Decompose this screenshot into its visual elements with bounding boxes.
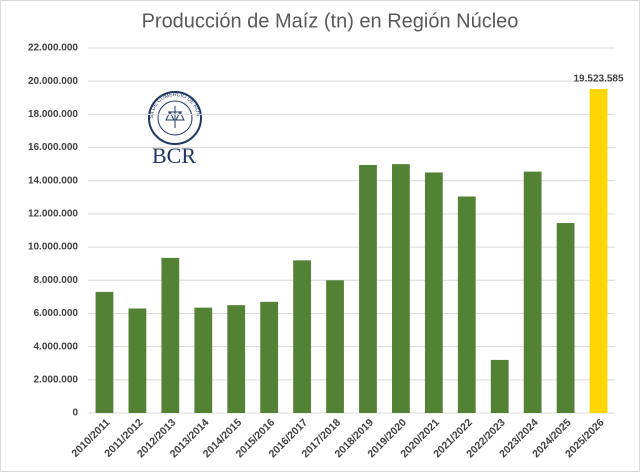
bar	[326, 280, 344, 413]
y-tick-label: 8.000.000	[34, 275, 79, 286]
bar	[161, 257, 180, 413]
y-tick-label: 6.000.000	[34, 308, 79, 319]
bar	[260, 301, 279, 413]
y-tick-label: 2.000.000	[34, 374, 79, 385]
y-tick-label: 12.000.000	[28, 209, 78, 220]
bar	[194, 307, 213, 413]
y-tick-label: 14.000.000	[28, 175, 78, 186]
bar	[457, 196, 476, 413]
bar	[95, 291, 114, 413]
bar	[293, 260, 311, 413]
bar	[359, 164, 377, 413]
bar	[556, 223, 575, 413]
logo-text: BCR	[152, 143, 196, 168]
bar	[424, 172, 443, 413]
seal-inner	[157, 100, 193, 136]
y-tick-label: 16.000.000	[28, 142, 78, 153]
y-tick-label: 4.000.000	[34, 341, 79, 352]
bar	[523, 171, 542, 413]
value-label: 19.523.585	[574, 74, 624, 85]
y-tick-label: 22.000.000	[28, 43, 78, 54]
y-tick-label: 20.000.000	[28, 76, 78, 87]
bar	[490, 359, 509, 413]
y-tick-label: 18.000.000	[28, 109, 78, 120]
y-tick-label: 10.000.000	[28, 242, 78, 253]
bar	[227, 305, 246, 413]
y-tick-label: 0	[72, 408, 78, 419]
chart-title: Producción de Maíz (tn) en Región Núcleo	[142, 10, 519, 32]
bar	[392, 164, 410, 413]
bar	[589, 89, 608, 414]
seal-scales	[165, 106, 185, 128]
bar	[128, 308, 147, 413]
